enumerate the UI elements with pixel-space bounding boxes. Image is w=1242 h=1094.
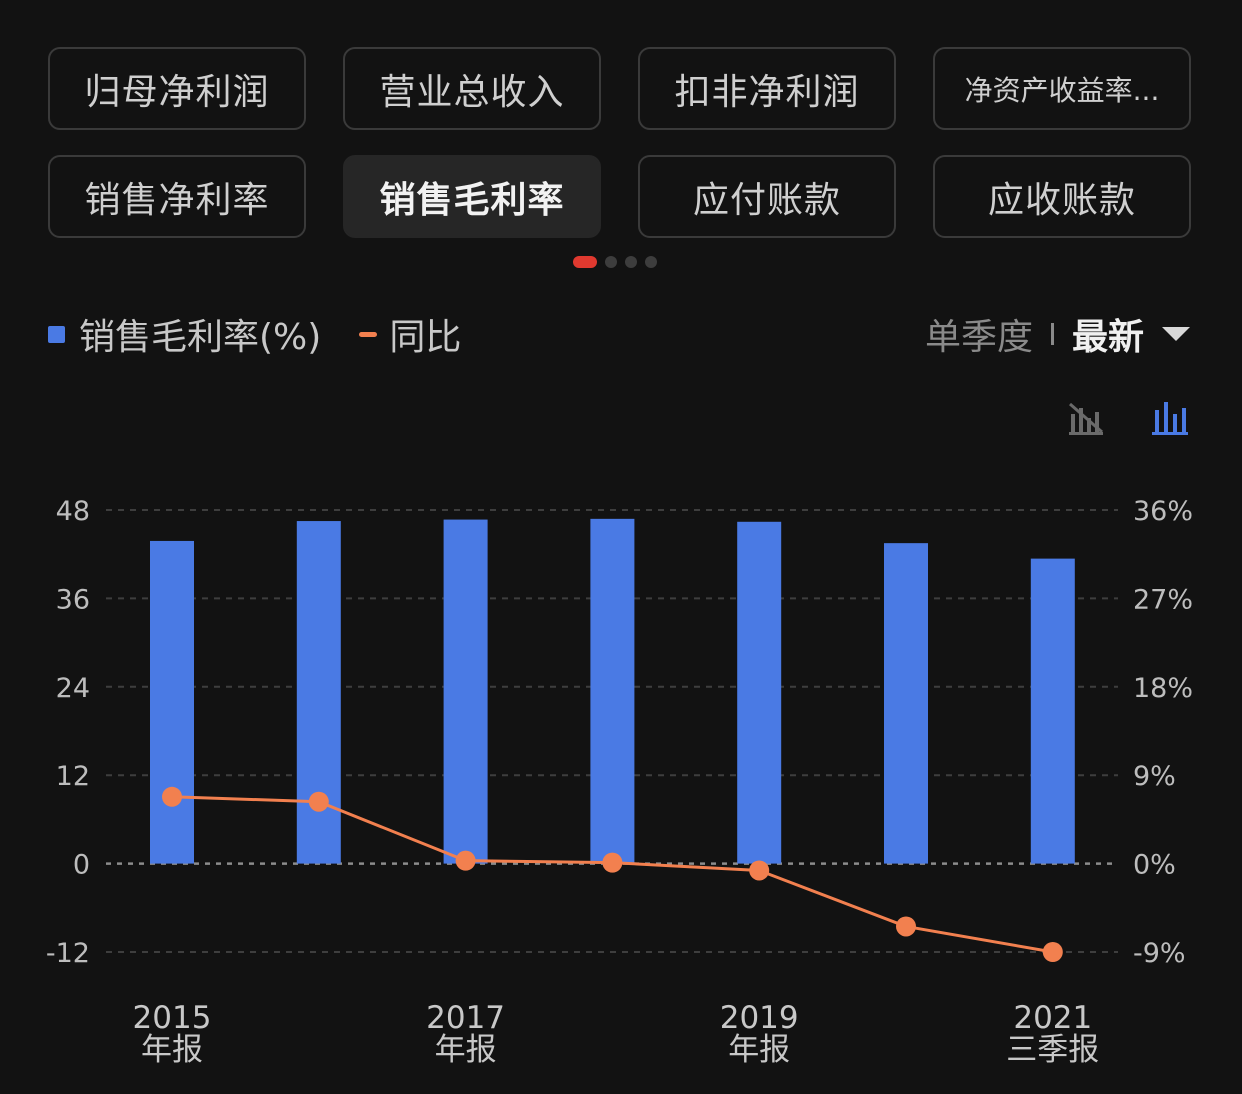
bar-layer xyxy=(150,518,1075,864)
x-tick-label: 2015 xyxy=(133,1000,212,1036)
page-indicator xyxy=(573,256,657,268)
tab-gross-profit-margin[interactable]: 销售毛利率 xyxy=(343,155,601,238)
y-left-tick-label: 24 xyxy=(56,673,90,704)
period-selected-label[interactable]: 最新 xyxy=(1071,317,1144,358)
y-left-tick-label: 48 xyxy=(56,496,90,527)
x-tick-sublabel: 三季报 xyxy=(1006,1032,1099,1068)
dropdown-caret-icon[interactable] xyxy=(1162,327,1190,341)
y-right-tick-label: 18% xyxy=(1133,673,1193,704)
bar xyxy=(590,518,635,864)
bar xyxy=(1030,558,1075,864)
tab-total-revenue[interactable]: 营业总收入 xyxy=(343,47,601,130)
tab-net-profit-attributable[interactable]: 归母净利润 xyxy=(48,47,306,130)
tab-roe[interactable]: 净资产收益率... xyxy=(933,47,1191,130)
tab-accounts-payable[interactable]: 应付账款 xyxy=(638,155,896,238)
line-layer xyxy=(162,786,1063,962)
y-left-tick-label: -12 xyxy=(46,938,90,969)
bar-chart-icon[interactable] xyxy=(1150,398,1190,438)
page-dot-2[interactable] xyxy=(605,256,617,268)
y-right-tick-label: -9% xyxy=(1133,938,1186,969)
bar-legend-swatch xyxy=(48,325,65,343)
tab-deducted-net-profit[interactable]: 扣非净利润 xyxy=(638,47,896,130)
y-left-tick-label: 36 xyxy=(56,584,90,615)
tab-accounts-receivable[interactable]: 应收账款 xyxy=(933,155,1191,238)
yoy-point xyxy=(1042,942,1063,962)
bar xyxy=(443,519,488,864)
yoy-point xyxy=(162,786,182,807)
x-tick-label: 2019 xyxy=(720,1000,799,1036)
line-legend-swatch xyxy=(359,331,378,337)
gross-margin-chart: 48 36%36 27%24 18%12 9%0 0%-12 -9%2015年报2017年报… xyxy=(46,496,1193,1068)
bar xyxy=(150,540,194,864)
y-right-tick-label: 27% xyxy=(1133,584,1193,615)
y-right-tick-label: 9% xyxy=(1133,761,1176,792)
period-type-label[interactable]: 单季度 xyxy=(924,317,1033,358)
tab-net-profit-margin[interactable]: 销售净利率 xyxy=(48,155,306,238)
x-tick-sublabel: 年报 xyxy=(728,1032,790,1068)
page-dot-1[interactable] xyxy=(573,256,597,268)
x-tick-sublabel: 年报 xyxy=(435,1032,497,1068)
yoy-point xyxy=(896,916,916,937)
period-selector[interactable]: 单季度 最新 xyxy=(925,308,1190,360)
yoy-point xyxy=(455,850,476,871)
bar xyxy=(884,543,928,864)
yoy-point xyxy=(749,860,770,881)
chart-legend: 销售毛利率(%) 同比 xyxy=(48,308,461,360)
x-tick-label: 2017 xyxy=(426,1000,505,1036)
yoy-point xyxy=(602,852,623,873)
bar-legend-label: 销售毛利率(%) xyxy=(79,317,322,358)
y-left-tick-label: 12 xyxy=(56,761,90,792)
hide-line-icon[interactable] xyxy=(1066,398,1106,438)
y-left-tick-label: 0 xyxy=(73,850,90,881)
y-right-tick-label: 36% xyxy=(1133,496,1193,527)
bar xyxy=(737,521,782,864)
page-dot-3[interactable] xyxy=(625,256,637,268)
line-legend-label: 同比 xyxy=(389,317,462,358)
period-divider xyxy=(1050,323,1054,345)
x-tick-label: 2021 xyxy=(1013,1000,1092,1036)
label-layer: 48 36%36 27%24 18%12 9%0 0%-12 -9%2015年报2017年报… xyxy=(46,496,1193,1068)
y-right-tick-label: 0% xyxy=(1133,850,1176,881)
x-tick-sublabel: 年报 xyxy=(141,1032,203,1068)
metric-tabs: 归母净利润 营业总收入 扣非净利润 净资产收益率... 销售净利率 销售毛利率 … xyxy=(48,47,1191,238)
page-dot-4[interactable] xyxy=(645,256,657,268)
yoy-point xyxy=(308,791,329,812)
bar xyxy=(296,521,341,864)
